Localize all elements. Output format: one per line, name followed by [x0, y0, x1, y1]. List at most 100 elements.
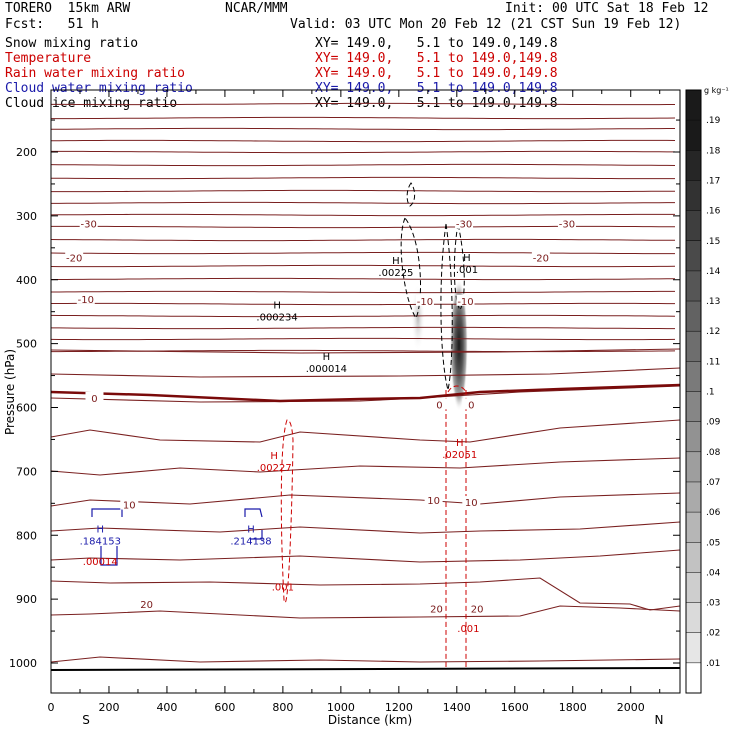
colorbar-tick-label: .03: [706, 599, 720, 609]
colorbar-segment: [686, 572, 701, 603]
isotherm-label: 10: [465, 498, 478, 509]
isotherm-line: [51, 492, 680, 507]
isotherm-label: -30: [456, 220, 472, 231]
colorbar-tick-label: .13: [706, 297, 720, 307]
field-name-cloud-ice: Cloud ice mixing ratio: [5, 96, 178, 111]
colorbar-segment: [686, 150, 701, 181]
isotherm-line: [51, 127, 675, 131]
isotherm-line: [51, 251, 675, 255]
y-tick-label: 300: [16, 210, 37, 223]
maximum-marker: H: [97, 524, 105, 535]
forecast-hour: Fcst: 51 h: [5, 17, 99, 32]
isotherm-label-bg: [427, 602, 446, 614]
colorbar-segment: [686, 542, 701, 573]
isotherm-label: -30: [81, 220, 97, 231]
colorbar-segment: [686, 512, 701, 543]
maximum-marker: H: [456, 438, 464, 449]
maximum-value: .184153: [80, 536, 121, 547]
colorbar-tick-label: .04: [706, 568, 721, 578]
isotherm-line: [51, 314, 676, 318]
colorbar-segment: [686, 120, 701, 151]
x-endpoint-right: N: [655, 713, 664, 727]
colorbar-segment: [686, 240, 701, 271]
maximum-marker: H: [463, 253, 471, 264]
colorbar-tick-label: .07: [706, 478, 720, 488]
contour-label: .001: [457, 624, 479, 635]
x-tick-label: 1800: [559, 701, 587, 714]
isotherm-label-bg: [415, 294, 434, 306]
field-coords-temperature: XY= 149.0, 5.1 to 149.0,149.8: [315, 51, 558, 66]
org-title: NCAR/MMM: [225, 1, 288, 16]
x-tick-label: 1400: [443, 701, 471, 714]
isotherm-label-bg: [137, 598, 156, 610]
isotherm-label-bg: [430, 398, 449, 410]
colorbar-tick-label: .05: [706, 538, 720, 548]
colorbar-segment: [686, 602, 701, 633]
maximum-value: .000234: [256, 313, 297, 324]
colorbar-tick-label: .02: [706, 629, 720, 639]
isotherm-line: [51, 102, 675, 106]
rain-contour: [447, 385, 467, 393]
ground-line: [51, 667, 680, 671]
isotherm-label: -20: [66, 253, 82, 264]
x-tick-label: 1200: [385, 701, 413, 714]
maximum-value: .02051: [442, 450, 477, 461]
isotherm-line: [51, 337, 676, 341]
y-tick-label: 1000: [9, 657, 37, 670]
x-tick-label: 400: [156, 701, 177, 714]
ice-contour: [453, 223, 465, 311]
isotherm-label-bg: [424, 494, 443, 506]
y-tick-label: 200: [16, 146, 37, 159]
isotherm-label: 20: [430, 605, 443, 616]
colorbar-segment: [686, 361, 701, 392]
plot-frame: [50, 89, 681, 694]
isotherm-line: [51, 577, 680, 611]
isotherm-label: 20: [140, 600, 153, 611]
isotherm-line: [51, 225, 676, 229]
contour-label: .001: [272, 582, 294, 593]
isotherm-line: [51, 139, 676, 143]
colorbar-segment: [686, 301, 701, 332]
colorbar-tick-label: .16: [706, 207, 721, 217]
isotherm-label: 0: [468, 400, 474, 411]
x-tick-label: 0: [48, 701, 55, 714]
isotherm-label-bg: [85, 391, 104, 403]
isotherm-label: -10: [417, 297, 433, 308]
contour-label: .00014: [83, 557, 118, 568]
isotherm-line: [51, 201, 675, 205]
isotherm-label-bg: [468, 602, 487, 614]
field-coords-snow: XY= 149.0, 5.1 to 149.0,149.8: [315, 36, 558, 51]
colorbar-tick-label: .12: [706, 327, 720, 337]
isotherm-line: [51, 277, 676, 281]
init-time: Init: 00 UTC Sat 18 Feb 12: [505, 1, 709, 16]
field-name-cloud-water: Cloud water mixing ratio: [5, 81, 193, 96]
x-tick-label: 1600: [501, 701, 529, 714]
isotherm-label-bg: [120, 498, 139, 510]
colorbar-unit: g kg⁻¹: [704, 86, 729, 95]
y-tick-label: 700: [16, 465, 37, 478]
cloud-water-contour: [244, 508, 263, 540]
isotherm-label: -10: [78, 295, 94, 306]
field-name-temperature: Temperature: [5, 51, 92, 66]
colorbar-segment: [686, 90, 701, 121]
colorbar-segment: [686, 421, 701, 452]
x-tick-label: 200: [98, 701, 119, 714]
isotherm-line: [51, 176, 675, 180]
isotherm-line: [51, 189, 675, 193]
colorbar-tick-label: .11: [706, 357, 720, 367]
isotherm-line: [51, 163, 676, 167]
isotherm-line: [51, 367, 680, 378]
field-coords-cloud-water: XY= 149.0, 5.1 to 149.0,149.8: [315, 81, 558, 96]
isotherm-label: -20: [533, 253, 549, 264]
isotherm-label-bg: [65, 251, 84, 263]
isotherm-line: [51, 549, 680, 563]
isotherm-label-bg: [462, 496, 481, 508]
isotherm-label-bg: [79, 217, 98, 229]
snow-shade-core: [450, 279, 468, 411]
colorbar-tick-label: .14: [706, 267, 721, 277]
y-axis-label: Pressure (hPa): [3, 349, 17, 435]
maximum-value: .214138: [230, 536, 271, 547]
maximum-marker: H: [247, 524, 255, 535]
field-name-snow: Snow mixing ratio: [5, 36, 139, 51]
snow-contour: [440, 223, 453, 391]
